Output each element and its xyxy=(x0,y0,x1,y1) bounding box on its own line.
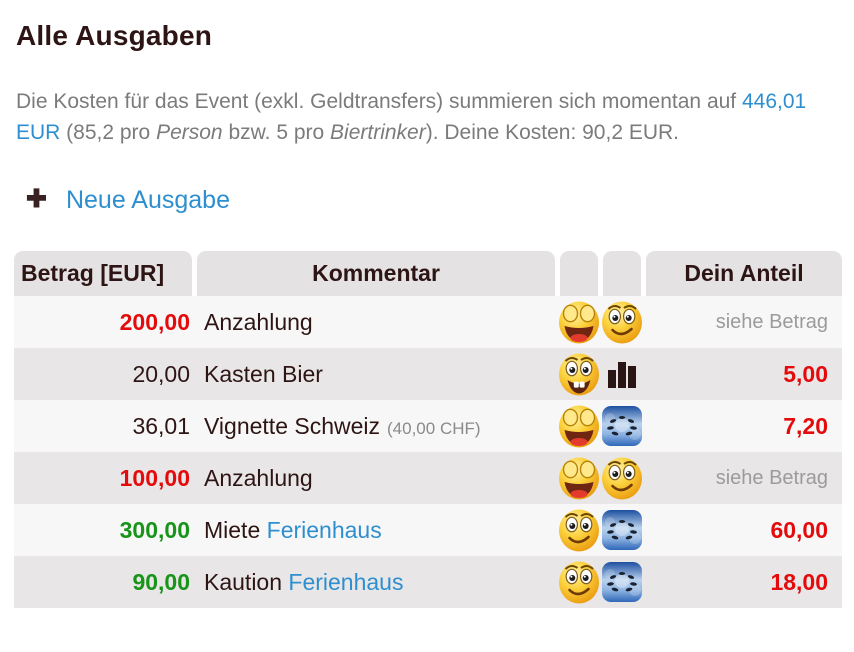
expenses-table: Betrag [EUR] Kommentar Dein Anteil 200,0… xyxy=(14,251,842,608)
laugh-emoji xyxy=(557,403,601,449)
bar-chart-icon xyxy=(606,360,638,388)
comment-text: Vignette Schweiz xyxy=(204,412,381,439)
amount-cell: 90,00 xyxy=(132,568,190,595)
icon-cell xyxy=(557,559,601,605)
photo-thumbnail[interactable] xyxy=(602,510,642,550)
page-title: Alle Ausgaben xyxy=(16,20,213,51)
amount-cell: 36,01 xyxy=(132,412,190,439)
summary-run: Die Kosten für das Event (exkl. Geldtran… xyxy=(16,90,742,113)
plus-icon: ✚ xyxy=(26,185,47,213)
new-expense-label: Neue Ausgabe xyxy=(65,186,230,214)
new-expense-button[interactable]: ✚ Neue Ausgabe xyxy=(26,186,230,215)
header-amount: Betrag [EUR] xyxy=(14,251,192,296)
share-cell: siehe Betrag xyxy=(715,466,828,489)
icon-cell xyxy=(602,406,642,446)
laugh-emoji xyxy=(557,299,601,345)
share-cell: 7,20 xyxy=(783,412,828,439)
summary-run: Biertrinker xyxy=(330,121,426,144)
comment-link[interactable]: Ferienhaus xyxy=(288,568,404,595)
expense-row[interactable]: 20,00 Kasten Bier 5,00 xyxy=(14,348,842,400)
expense-row[interactable]: 300,00 Miete Ferienhaus 60,00 xyxy=(14,504,842,556)
total-amount-link[interactable]: 446,01 EUR xyxy=(16,90,807,144)
share-cell: 5,00 xyxy=(783,360,828,387)
icon-cell xyxy=(602,562,642,602)
amount-cell: 200,00 xyxy=(119,308,190,335)
comment-text: Miete xyxy=(204,516,267,543)
icon-cell xyxy=(600,299,644,345)
share-cell: siehe Betrag xyxy=(715,310,828,333)
summary-run: Person xyxy=(156,121,223,144)
expense-row[interactable]: 90,00 Kaution Ferienhaus 18,00 xyxy=(14,556,842,608)
comment-cell: Anzahlung xyxy=(197,465,555,492)
comment-cell: Kasten Bier xyxy=(197,361,555,388)
table-header-row: Betrag [EUR] Kommentar Dein Anteil xyxy=(14,251,842,296)
comment-cell: Kaution Ferienhaus xyxy=(197,569,555,596)
comment-text: Anzahlung xyxy=(204,464,313,491)
summary-run: (85,2 pro xyxy=(60,121,157,144)
smile-emoji xyxy=(557,559,601,605)
expense-row[interactable]: 200,00 Anzahlung siehe Betrag xyxy=(14,296,842,348)
photo-thumbnail[interactable] xyxy=(602,562,642,602)
share-cell: 60,00 xyxy=(770,516,828,543)
icon-cell xyxy=(600,455,644,501)
icon-cell xyxy=(557,351,601,397)
grin-emoji xyxy=(557,351,601,397)
photo-thumbnail[interactable] xyxy=(602,406,642,446)
smile-emoji xyxy=(600,455,644,501)
expense-row[interactable]: 100,00 Anzahlung siehe Betrag xyxy=(14,452,842,504)
amount-cell: 300,00 xyxy=(119,516,190,543)
comment-cell: Miete Ferienhaus xyxy=(197,517,555,544)
icon-cell xyxy=(557,403,601,449)
icon-cell xyxy=(557,507,601,553)
costs-summary-text: Die Kosten für das Event (exkl. Geldtran… xyxy=(16,86,828,148)
header-share: Dein Anteil xyxy=(646,251,842,296)
summary-run: bzw. 5 pro xyxy=(222,121,331,144)
icon-cell xyxy=(557,299,601,345)
table-body: 200,00 Anzahlung siehe Betrag 20,00 Kasten B… xyxy=(14,296,842,608)
smile-emoji xyxy=(557,507,601,553)
amount-cell: 20,00 xyxy=(132,360,190,387)
summary-run: ). Deine Kosten: 90,2 EUR. xyxy=(425,121,680,144)
icon-cell xyxy=(602,510,642,550)
comment-link[interactable]: Ferienhaus xyxy=(266,516,382,543)
header-icon-col-2 xyxy=(603,251,641,296)
icon-cell xyxy=(603,360,641,388)
comment-text: Kasten Bier xyxy=(204,360,323,387)
comment-extra: (40,00 CHF) xyxy=(387,418,481,438)
share-cell: 18,00 xyxy=(770,568,828,595)
icon-cell xyxy=(557,455,601,501)
comment-cell: Anzahlung xyxy=(197,309,555,336)
smile-emoji xyxy=(600,299,644,345)
laugh-emoji xyxy=(557,455,601,501)
expenses-page: Alle Ausgaben Die Kosten für das Event (… xyxy=(14,20,842,608)
comment-text: Kaution xyxy=(204,568,289,595)
header-comment: Kommentar xyxy=(197,251,555,296)
expense-row[interactable]: 36,01 Vignette Schweiz (40,00 CHF) 7,20 xyxy=(14,400,842,452)
comment-text: Anzahlung xyxy=(204,308,313,335)
header-icon-col-1 xyxy=(560,251,598,296)
amount-cell: 100,00 xyxy=(119,464,190,491)
comment-cell: Vignette Schweiz (40,00 CHF) xyxy=(197,413,555,440)
